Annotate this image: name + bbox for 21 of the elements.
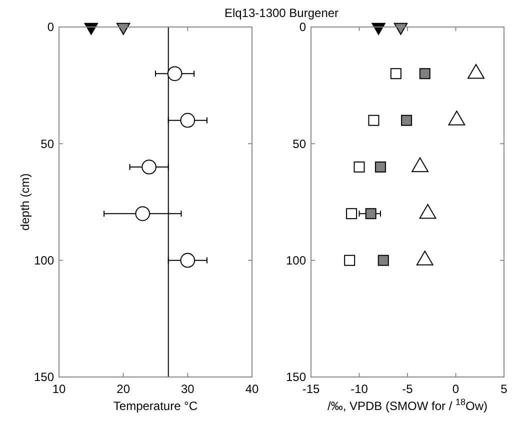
- y-tick-label: 100: [34, 254, 54, 268]
- y-tick-label: 150: [34, 370, 54, 384]
- y-tick-label: 100: [286, 254, 306, 268]
- x-tick-label: 0: [452, 382, 460, 396]
- x-tick-label: 10: [52, 382, 66, 396]
- x-tick-label: 30: [180, 382, 195, 396]
- x-tick-label: 5: [500, 382, 508, 396]
- x-tick-label: -10: [350, 382, 368, 396]
- y-tick-label: 0: [47, 20, 54, 34]
- x-tick-label: 20: [116, 382, 130, 396]
- y-tick-label: 50: [292, 136, 306, 151]
- y-tick-label: 150: [286, 370, 306, 384]
- x-tick-label: -15: [302, 382, 320, 396]
- y-tick-label: 0: [299, 20, 306, 34]
- x-axis-title: /‰, VPDB (SMOW for / $^{18}$Ow): [327, 397, 488, 413]
- y-tick-label: 50: [40, 136, 54, 151]
- x-axis-title: Temperature °C: [113, 399, 198, 413]
- x-tick-label: 40: [245, 382, 259, 396]
- x-tick-label: -5: [402, 382, 414, 396]
- y-axis-title: depth (cm): [18, 173, 32, 231]
- text: Elq13-1300 Burgener: [224, 6, 339, 20]
